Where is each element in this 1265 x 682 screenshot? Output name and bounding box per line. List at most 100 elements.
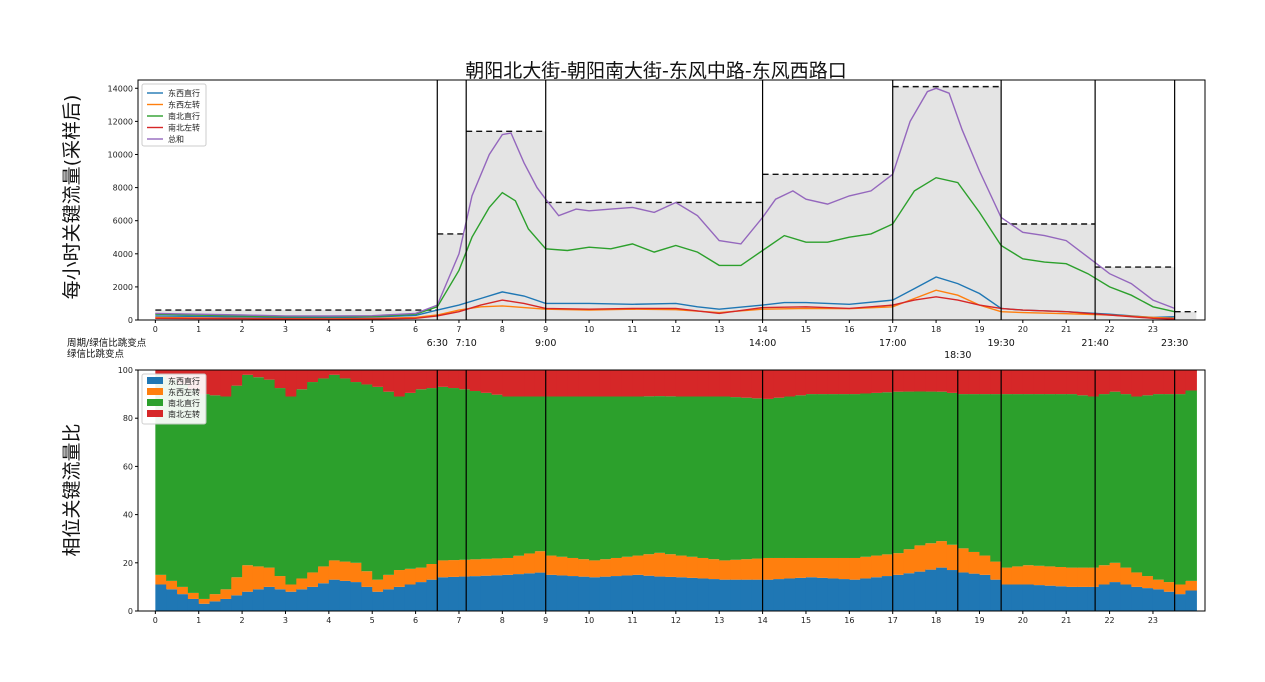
stacked-bar-segment <box>350 382 362 563</box>
stacked-bar-segment <box>654 552 666 577</box>
stacked-bar-segment <box>827 578 840 611</box>
x-tick-label: 8 <box>500 325 505 334</box>
stacked-bar-segment <box>285 370 297 397</box>
stacked-bar-segment <box>1011 584 1024 611</box>
stacked-bar-segment <box>426 388 438 564</box>
stacked-bar-segment <box>979 555 991 575</box>
x-tick-label: 6 <box>413 616 418 625</box>
stacked-bar-segment <box>448 560 460 577</box>
y-tick-label: 6000 <box>113 217 133 226</box>
stacked-bar-segment <box>762 557 775 580</box>
stacked-bar-segment <box>914 545 926 572</box>
stacked-bar-segment <box>946 370 959 393</box>
stacked-bar-segment <box>578 396 590 560</box>
stacked-bar-segment <box>632 574 644 611</box>
cycle-change-time-label: 7:10 <box>456 338 477 349</box>
stacked-bar-segment <box>1185 590 1197 611</box>
stacked-bar-segment <box>957 572 970 611</box>
stacked-bar-segment <box>578 559 590 577</box>
stacked-bar-segment <box>1033 370 1046 395</box>
stacked-bar-segment <box>155 370 167 375</box>
stacked-bar-segment <box>610 370 623 397</box>
x-tick-label: 14 <box>757 616 767 625</box>
stacked-bar-segment <box>697 578 709 611</box>
stacked-bar-segment <box>762 579 775 611</box>
y-tick-label: 12000 <box>108 117 133 126</box>
x-tick-label: 21 <box>1061 616 1071 625</box>
stacked-bar-segment <box>231 595 243 611</box>
cycle-change-time-label: 14:00 <box>749 338 776 349</box>
stacked-bar-segment <box>318 370 330 379</box>
stacked-bar-segment <box>448 388 460 561</box>
stacked-bar-segment <box>1001 584 1013 611</box>
stacked-bar-segment <box>155 574 167 585</box>
stacked-bar-segment <box>524 396 536 554</box>
stacked-bar-segment <box>187 389 200 593</box>
top-y-axis-label: 每小时关键流量(采样后) <box>61 95 83 300</box>
stacked-bar-segment <box>556 396 568 557</box>
stacked-bar-segment <box>719 370 731 397</box>
stacked-bar-segment <box>1142 588 1154 611</box>
stacked-bar-segment <box>220 598 232 611</box>
stacked-bar-segment <box>773 557 785 580</box>
stacked-bar-segment <box>838 579 850 611</box>
x-tick-label: 6 <box>413 325 418 334</box>
stacked-bar-segment <box>610 396 623 558</box>
stacked-bar-segment <box>871 577 883 611</box>
stacked-bar-segment <box>372 591 384 611</box>
stacked-bar-segment <box>491 558 503 576</box>
stacked-bar-segment <box>187 592 200 599</box>
stacked-bar-segment <box>1022 565 1035 585</box>
stacked-bar-segment <box>361 571 373 587</box>
stacked-bar-segment <box>166 379 178 581</box>
stacked-bar-segment <box>415 389 428 568</box>
x-tick-label: 13 <box>714 616 724 625</box>
stacked-bar-segment <box>979 370 991 395</box>
stacked-bar-segment <box>1022 370 1035 395</box>
stacked-bar-segment <box>458 559 471 577</box>
stacked-bar-segment <box>1087 567 1100 587</box>
stacked-bar-segment <box>1011 394 1024 567</box>
stacked-bar-segment <box>1022 394 1035 566</box>
stacked-bar-segment <box>404 392 417 569</box>
stacked-bar-segment <box>751 370 764 399</box>
stacked-bar-segment <box>805 370 818 395</box>
chart-title: 朝阳北大街-朝阳南大街-东风中路-东风西路口 <box>465 60 847 82</box>
stacked-bar-segment <box>730 397 742 560</box>
stacked-bar-segment <box>686 396 699 557</box>
stacked-bar-segment <box>751 398 764 559</box>
stacked-bar-segment <box>838 557 850 580</box>
stacked-bar-segment <box>957 548 970 573</box>
series-line <box>155 276 1175 319</box>
stacked-bar-segment <box>545 396 558 556</box>
stacked-bar-segment <box>296 578 308 590</box>
stacked-bar-segment <box>599 370 612 397</box>
stacked-bar-segment <box>730 579 742 611</box>
stacked-bar-segment <box>209 601 222 611</box>
stacked-bar-segment <box>274 370 287 389</box>
x-tick-label: 15 <box>801 325 811 334</box>
x-tick-label: 10 <box>584 325 594 334</box>
stacked-bar-segment <box>1142 576 1154 589</box>
legend-label: 总和 <box>168 134 184 144</box>
x-tick-label: 18 <box>931 616 941 625</box>
stacked-bar-segment <box>415 582 428 611</box>
x-tick-label: 13 <box>714 325 724 334</box>
stacked-bar-segment <box>1120 584 1132 611</box>
stacked-bar-segment <box>946 570 959 611</box>
legend-color-swatch <box>147 377 163 384</box>
stacked-bar-segment <box>1033 394 1046 566</box>
stacked-bar-segment <box>361 370 373 385</box>
stacked-bar-segment <box>1109 562 1122 583</box>
stacked-bar-segment <box>556 556 568 576</box>
x-tick-label: 23 <box>1148 616 1158 625</box>
stacked-bar-segment <box>881 392 894 555</box>
stacked-bar-segment <box>632 555 644 575</box>
stacked-bar-segment <box>513 396 525 556</box>
stacked-bar-segment <box>664 576 677 611</box>
stacked-bar-segment <box>1001 370 1013 395</box>
split-change-time-label: 18:30 <box>944 350 971 361</box>
stacked-bar-segment <box>469 576 482 611</box>
stacked-bar-segment <box>816 370 829 395</box>
stacked-bar-segment <box>556 575 568 611</box>
